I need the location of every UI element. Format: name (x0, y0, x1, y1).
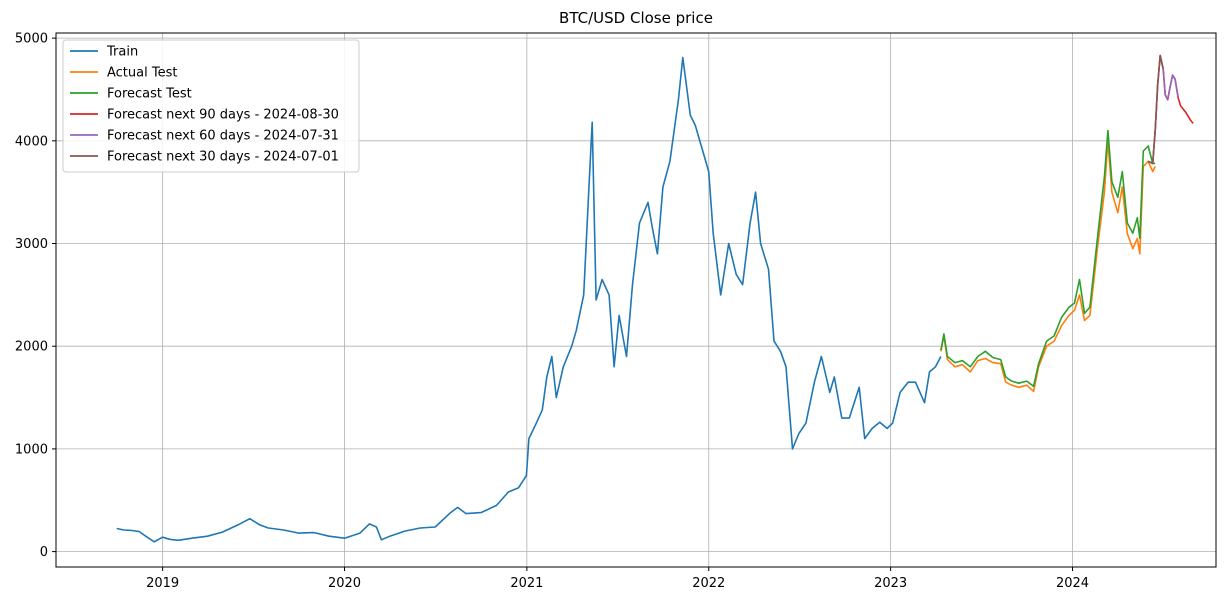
legend-label: Forecast next 60 days - 2024-07-31 (107, 129, 339, 144)
y-axis: 0 1000 2000 3000 4000 5000 (15, 32, 56, 560)
y-tick-label: 3000 (15, 237, 48, 252)
legend-label: Forecast next 90 days - 2024-08-30 (107, 108, 339, 123)
y-tick-label: 1000 (15, 442, 48, 457)
x-axis: 2019 2020 2021 2022 2023 2024 (146, 567, 1089, 591)
x-tick-label: 2022 (692, 576, 725, 591)
y-tick-label: 0 (40, 545, 48, 560)
legend-label: Actual Test (107, 66, 177, 81)
plot-frame (55, 32, 1217, 568)
legend-box (62, 39, 360, 173)
series-line-5 (1147, 54, 1164, 165)
y-tick-label: 4000 (15, 134, 48, 149)
series-lines (116, 54, 1194, 543)
x-tick-label: 2019 (146, 576, 179, 591)
series-line-2 (940, 129, 1156, 388)
legend-label: Train (106, 45, 138, 60)
series-line-1 (940, 140, 1156, 393)
legend-label: Forecast Test (107, 87, 192, 102)
legend-label: Forecast next 30 days - 2024-07-01 (107, 150, 339, 165)
y-tick-label: 5000 (15, 32, 48, 47)
chart-title: BTC/USD Close price (559, 9, 713, 27)
series-line-0 (116, 56, 942, 543)
y-tick-label: 2000 (15, 340, 48, 355)
legend: Train Actual Test Forecast Test Forecast ne… (62, 39, 360, 173)
x-tick-label: 2023 (874, 576, 907, 591)
x-tick-label: 2021 (510, 576, 543, 591)
x-tick-label: 2024 (1056, 576, 1089, 591)
x-tick-label: 2020 (328, 576, 361, 591)
grid (56, 33, 1216, 567)
